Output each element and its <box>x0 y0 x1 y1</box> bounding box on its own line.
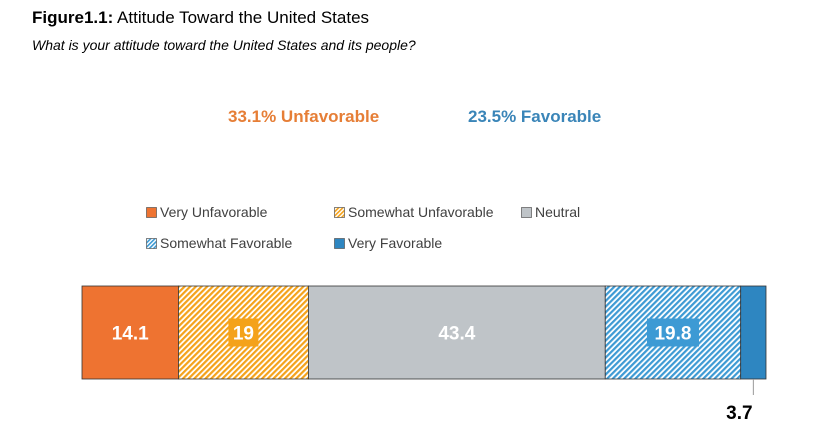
bar-neutral <box>308 285 606 380</box>
data-label-somewhat-favorable: 19.8 <box>654 324 691 345</box>
data-label-bg-somewhat-favorable <box>646 318 699 347</box>
figure-label: Figure1.1: <box>32 8 114 27</box>
legend-swatch-very-unfavorable <box>146 206 157 218</box>
chart-title: Figure1.1: Attitude Toward the United St… <box>32 8 369 28</box>
chart-subtitle: What is your attitude toward the United … <box>32 37 416 53</box>
favorable-summary: 23.5% Favorable <box>468 107 602 126</box>
data-label-very-unfavorable: 14.1 <box>112 324 149 345</box>
data-label-neutral: 43.4 <box>438 324 475 345</box>
legend-label-neutral: Neutral <box>535 204 581 220</box>
legend-label-very-favorable: Very Favorable <box>348 235 443 251</box>
legend-item-very-unfavorable: Very Unfavorable <box>146 204 267 220</box>
unfavorable-summary: 33.1% Unfavorable <box>228 107 380 126</box>
legend-item-neutral: Neutral <box>521 204 580 220</box>
legend-label-somewhat-unfavorable: Somewhat Unfavorable <box>348 204 494 220</box>
legend-item-somewhat-favorable: Somewhat Favorable <box>146 235 292 251</box>
bar-very-favorable <box>740 285 767 380</box>
legend-swatch-somewhat-favorable <box>146 237 157 249</box>
legend-swatch-neutral <box>521 206 532 218</box>
legend-item-somewhat-unfavorable: Somewhat Unfavorable <box>334 204 494 220</box>
bar-group <box>81 285 767 380</box>
bar-very-unfavorable <box>81 285 179 380</box>
legend-swatch-somewhat-unfavorable <box>334 206 345 218</box>
data-label-somewhat-unfavorable: 19 <box>233 324 254 345</box>
legend-swatch-very-favorable <box>334 237 345 249</box>
legend-item-very-favorable: Very Favorable <box>334 235 442 251</box>
label-group: 14.1 19 43.4 19.8 3.7 <box>112 318 754 424</box>
data-label-bg-somewhat-unfavorable <box>228 318 259 347</box>
legend-label-very-unfavorable: Very Unfavorable <box>160 204 268 220</box>
data-label-very-favorable: 3.7 <box>726 403 752 424</box>
legend-label-somewhat-favorable: Somewhat Favorable <box>160 235 293 251</box>
figure-title: Attitude Toward the United States <box>113 8 370 27</box>
